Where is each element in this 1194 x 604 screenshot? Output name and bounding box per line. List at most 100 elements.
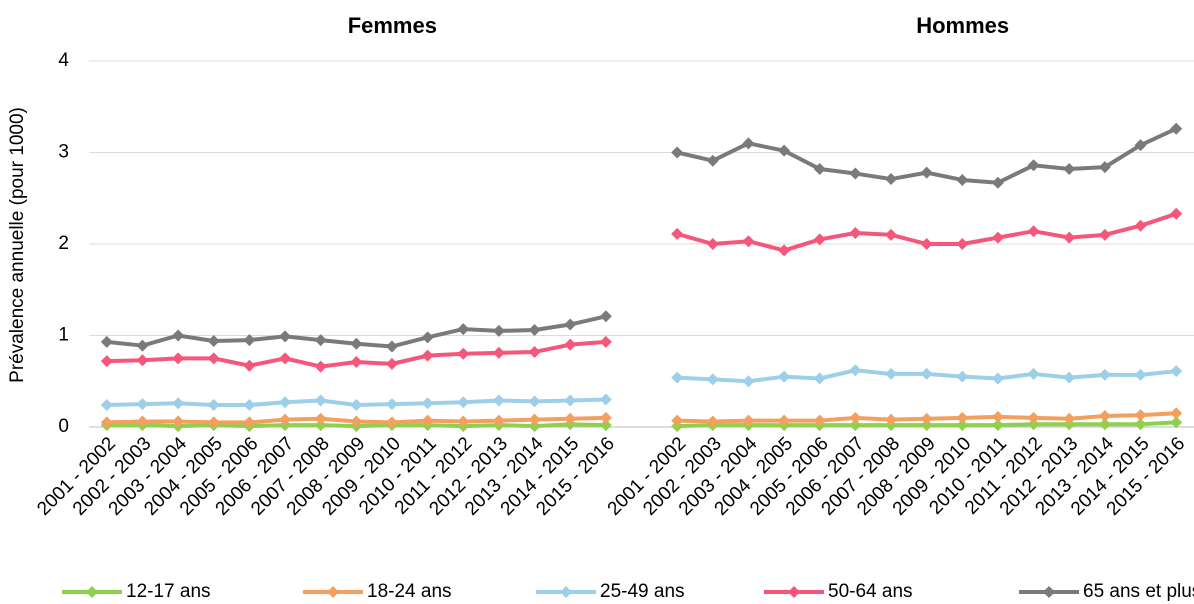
- data-point: [706, 373, 719, 386]
- data-point: [314, 412, 327, 425]
- data-point: [172, 415, 185, 428]
- panel-title: Femmes: [348, 13, 437, 38]
- data-point: [457, 347, 470, 360]
- data-point: [920, 238, 933, 250]
- data-point: [492, 394, 505, 407]
- data-point: [885, 367, 898, 380]
- data-point: [778, 370, 791, 383]
- data-point: [742, 375, 755, 388]
- data-point: [813, 233, 826, 246]
- legend-marker: [86, 586, 98, 598]
- data-point: [920, 419, 933, 432]
- data-point: [1027, 411, 1040, 424]
- data-point: [1134, 418, 1147, 431]
- data-point: [1063, 371, 1076, 384]
- data-point: [1134, 219, 1147, 232]
- data-point: [350, 337, 363, 350]
- data-point: [956, 238, 969, 250]
- data-point: [1134, 139, 1147, 152]
- data-point: [956, 173, 969, 186]
- data-point: [706, 415, 719, 428]
- y-tick-label: 2: [58, 233, 69, 254]
- data-point: [885, 173, 898, 186]
- data-point: [991, 419, 1004, 432]
- data-point: [279, 396, 292, 409]
- data-point: [1063, 162, 1076, 175]
- data-point: [599, 419, 612, 432]
- legend-label: 12-17 ans: [126, 581, 211, 602]
- data-point: [885, 413, 898, 426]
- data-point: [671, 146, 684, 159]
- data-point: [813, 414, 826, 427]
- data-point: [492, 414, 505, 427]
- y-tick-label: 1: [58, 325, 69, 346]
- data-point: [100, 416, 113, 429]
- data-point: [528, 413, 541, 426]
- data-point: [885, 228, 898, 241]
- data-point: [385, 398, 398, 411]
- data-point: [599, 393, 612, 406]
- data-point: [421, 349, 434, 362]
- data-point: [599, 335, 612, 348]
- data-point: [849, 419, 862, 432]
- data-point: [136, 339, 149, 352]
- data-point: [528, 395, 541, 408]
- data-point: [172, 352, 185, 365]
- data-point: [136, 415, 149, 428]
- legend-marker: [1043, 586, 1055, 598]
- data-point: [1027, 225, 1040, 238]
- data-point: [421, 397, 434, 410]
- legend-label: 25-49 ans: [600, 581, 685, 602]
- data-point: [314, 334, 327, 347]
- data-point: [207, 334, 220, 347]
- data-point: [314, 360, 327, 373]
- data-point: [778, 414, 791, 427]
- data-point: [492, 324, 505, 337]
- data-point: [956, 370, 969, 383]
- data-point: [207, 399, 220, 412]
- data-point: [1027, 159, 1040, 172]
- data-point: [314, 394, 327, 407]
- data-point: [706, 154, 719, 167]
- data-point: [564, 412, 577, 425]
- data-point: [849, 167, 862, 180]
- data-point: [1170, 416, 1183, 429]
- data-point: [100, 335, 113, 348]
- data-point: [920, 367, 933, 380]
- data-point: [813, 372, 826, 385]
- legend-marker: [788, 586, 800, 598]
- data-point: [671, 414, 684, 427]
- data-point: [1098, 228, 1111, 241]
- legend-label: 50-64 ans: [828, 581, 913, 602]
- data-point: [243, 359, 256, 372]
- data-point: [528, 345, 541, 358]
- data-point: [457, 415, 470, 428]
- data-point: [457, 396, 470, 409]
- data-point: [136, 354, 149, 367]
- data-point: [421, 414, 434, 427]
- data-point: [457, 323, 470, 336]
- data-point: [385, 416, 398, 429]
- data-point: [172, 329, 185, 342]
- series-line: [106, 211, 1177, 369]
- data-point: [920, 166, 933, 179]
- data-point: [849, 411, 862, 424]
- y-tick-label: 3: [58, 142, 69, 163]
- data-point: [991, 410, 1004, 423]
- series-line: [106, 368, 1177, 408]
- data-point: [1027, 418, 1040, 431]
- data-point: [1170, 207, 1183, 220]
- data-point: [492, 346, 505, 359]
- data-point: [350, 415, 363, 428]
- data-point: [991, 231, 1004, 244]
- data-point: [778, 144, 791, 157]
- y-axis-label: Prévalence annuelle (pour 1000): [7, 107, 28, 383]
- series-line: [106, 411, 1177, 425]
- data-point: [564, 338, 577, 351]
- legend-marker: [560, 586, 572, 598]
- data-point: [1063, 412, 1076, 425]
- data-point: [172, 397, 185, 410]
- data-point: [314, 419, 327, 432]
- data-point: [706, 238, 719, 250]
